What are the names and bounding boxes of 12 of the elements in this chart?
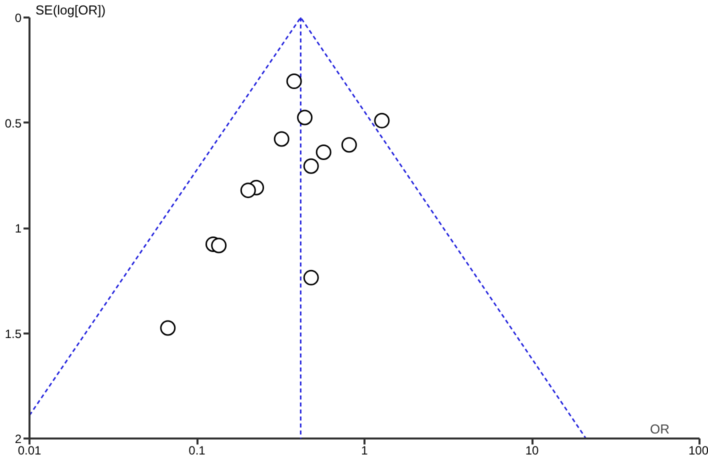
y-tick-label: 2 bbox=[14, 432, 22, 446]
x-tick-label: 1 bbox=[361, 444, 368, 458]
x-tick-label: 0.1 bbox=[188, 444, 206, 458]
y-axis-title: SE(log[OR]) bbox=[36, 2, 106, 18]
x-tick-label: 10 bbox=[525, 444, 539, 458]
x-tick-label: 100 bbox=[688, 444, 708, 458]
y-tick-label: 0.5 bbox=[4, 116, 22, 130]
y-tick-label: 1.5 bbox=[4, 326, 22, 341]
y-tick-label: 0 bbox=[14, 11, 22, 25]
y-tick-label: 1 bbox=[14, 222, 22, 236]
x-axis-title: OR bbox=[650, 422, 670, 436]
x-tick-label: 0.01 bbox=[18, 444, 42, 458]
